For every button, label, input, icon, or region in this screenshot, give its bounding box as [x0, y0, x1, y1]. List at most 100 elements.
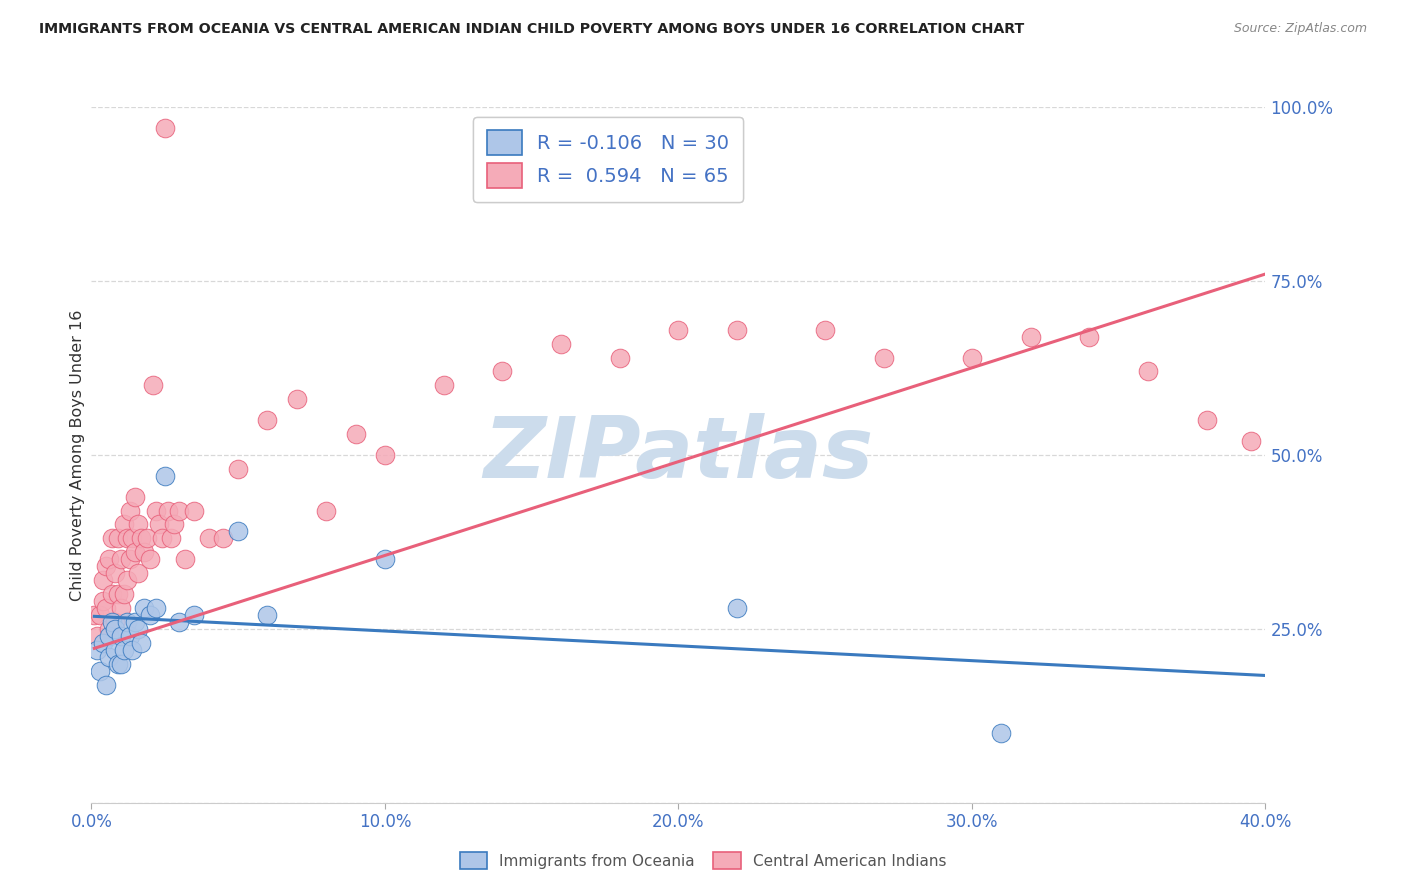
Point: [136, 532, 159, 546]
Point: [960, 351, 983, 365]
Legend: Immigrants from Oceania, Central American Indians: Immigrants from Oceania, Central America…: [454, 846, 952, 875]
Point: [148, 517, 170, 532]
Point: [107, 587, 129, 601]
Point: [725, 323, 748, 337]
Point: [145, 601, 167, 615]
Point: [124, 545, 146, 559]
Point: [118, 503, 141, 517]
Point: [374, 448, 396, 462]
Point: [142, 378, 165, 392]
Text: Source: ZipAtlas.com: Source: ZipAtlas.com: [1233, 22, 1367, 36]
Point: [1078, 329, 1101, 343]
Point: [162, 517, 184, 532]
Point: [127, 622, 149, 636]
Point: [226, 524, 249, 539]
Point: [139, 552, 162, 566]
Point: [226, 462, 249, 476]
Point: [285, 392, 308, 407]
Point: [169, 615, 191, 629]
Point: [86, 629, 108, 643]
Point: [83, 607, 105, 622]
Point: [814, 323, 837, 337]
Point: [197, 532, 219, 546]
Point: [98, 622, 121, 636]
Point: [134, 601, 156, 615]
Point: [112, 642, 135, 657]
Point: [609, 351, 631, 365]
Point: [873, 351, 896, 365]
Point: [112, 587, 135, 601]
Point: [183, 607, 205, 622]
Point: [432, 378, 454, 392]
Point: [256, 607, 278, 622]
Point: [1240, 434, 1263, 448]
Point: [98, 552, 121, 566]
Point: [159, 532, 181, 546]
Point: [89, 664, 111, 678]
Point: [344, 427, 367, 442]
Point: [98, 649, 121, 664]
Point: [104, 622, 127, 636]
Point: [118, 552, 141, 566]
Point: [153, 120, 176, 135]
Point: [256, 413, 278, 427]
Point: [115, 532, 138, 546]
Point: [107, 532, 129, 546]
Point: [666, 323, 689, 337]
Point: [104, 615, 127, 629]
Point: [91, 573, 114, 587]
Point: [110, 629, 132, 643]
Point: [491, 364, 513, 378]
Point: [115, 615, 138, 629]
Point: [110, 601, 132, 615]
Point: [94, 559, 117, 574]
Point: [101, 532, 124, 546]
Point: [91, 636, 114, 650]
Point: [550, 336, 572, 351]
Point: [725, 601, 748, 615]
Point: [374, 552, 396, 566]
Point: [94, 601, 117, 615]
Point: [212, 532, 235, 546]
Point: [110, 657, 132, 671]
Point: [1195, 413, 1218, 427]
Legend: R = -0.106   N = 30, R =  0.594   N = 65: R = -0.106 N = 30, R = 0.594 N = 65: [472, 117, 742, 202]
Point: [1019, 329, 1042, 343]
Point: [139, 607, 162, 622]
Point: [104, 566, 127, 581]
Point: [101, 615, 124, 629]
Point: [101, 587, 124, 601]
Point: [315, 503, 337, 517]
Point: [1136, 364, 1159, 378]
Point: [121, 532, 143, 546]
Point: [91, 594, 114, 608]
Point: [134, 545, 156, 559]
Point: [990, 726, 1012, 740]
Point: [118, 629, 141, 643]
Point: [145, 503, 167, 517]
Point: [153, 468, 176, 483]
Point: [127, 517, 149, 532]
Point: [183, 503, 205, 517]
Point: [104, 642, 127, 657]
Point: [129, 532, 152, 546]
Point: [110, 552, 132, 566]
Point: [129, 636, 152, 650]
Point: [107, 657, 129, 671]
Text: IMMIGRANTS FROM OCEANIA VS CENTRAL AMERICAN INDIAN CHILD POVERTY AMONG BOYS UNDE: IMMIGRANTS FROM OCEANIA VS CENTRAL AMERI…: [39, 22, 1025, 37]
Point: [86, 642, 108, 657]
Y-axis label: Child Poverty Among Boys Under 16: Child Poverty Among Boys Under 16: [70, 310, 84, 600]
Point: [174, 552, 197, 566]
Point: [127, 566, 149, 581]
Point: [156, 503, 179, 517]
Point: [112, 517, 135, 532]
Text: ZIPatlas: ZIPatlas: [484, 413, 873, 497]
Point: [94, 677, 117, 691]
Point: [115, 573, 138, 587]
Point: [121, 642, 143, 657]
Point: [98, 629, 121, 643]
Point: [124, 615, 146, 629]
Point: [124, 490, 146, 504]
Point: [150, 532, 173, 546]
Point: [169, 503, 191, 517]
